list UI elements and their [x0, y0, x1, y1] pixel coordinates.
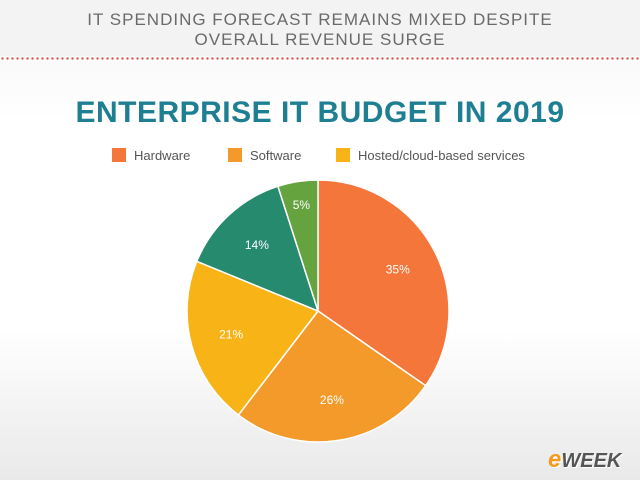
legend-item-hardware: Hardware — [112, 146, 190, 164]
pie-slice-2 — [186, 260, 320, 417]
pie-slice-1 — [237, 309, 427, 443]
pie-slice-4 — [276, 179, 319, 312]
legend-swatch-software — [228, 148, 242, 162]
logo-week: WEEK — [561, 450, 622, 472]
chart-title: ENTERPRISE IT BUDGET IN 2019 — [75, 96, 565, 129]
legend-item-hosted: Hosted/cloud-based services — [336, 146, 525, 164]
legend-item-software: Software — [228, 146, 301, 164]
legend-swatch-hardware — [112, 148, 126, 162]
pie-slice-label-4: 5% — [293, 198, 311, 212]
logo-e: e — [548, 446, 562, 473]
header-bar: IT SPENDING FORECAST REMAINS MIXED DESPI… — [0, 0, 640, 56]
dotted-divider — [0, 57, 640, 60]
legend-label-hosted: Hosted/cloud-based services — [358, 147, 525, 163]
header-line-1: IT SPENDING FORECAST REMAINS MIXED DESPI… — [87, 10, 553, 29]
legend-label-hardware: Hardware — [134, 147, 191, 163]
pie-slice-label-1: 26% — [320, 393, 344, 407]
legend-label-software: Software — [250, 147, 302, 163]
pie-slice-label-2: 21% — [219, 328, 243, 342]
pie-slice-0 — [317, 179, 450, 387]
header-line-2: OVERALL REVENUE SURGE — [194, 30, 446, 49]
pie-slice-label-0: 35% — [386, 262, 410, 276]
legend-swatch-hosted — [336, 148, 350, 162]
eweek-logo: eWEEK — [548, 446, 632, 473]
pie-slice-label-3: 14% — [245, 238, 269, 252]
